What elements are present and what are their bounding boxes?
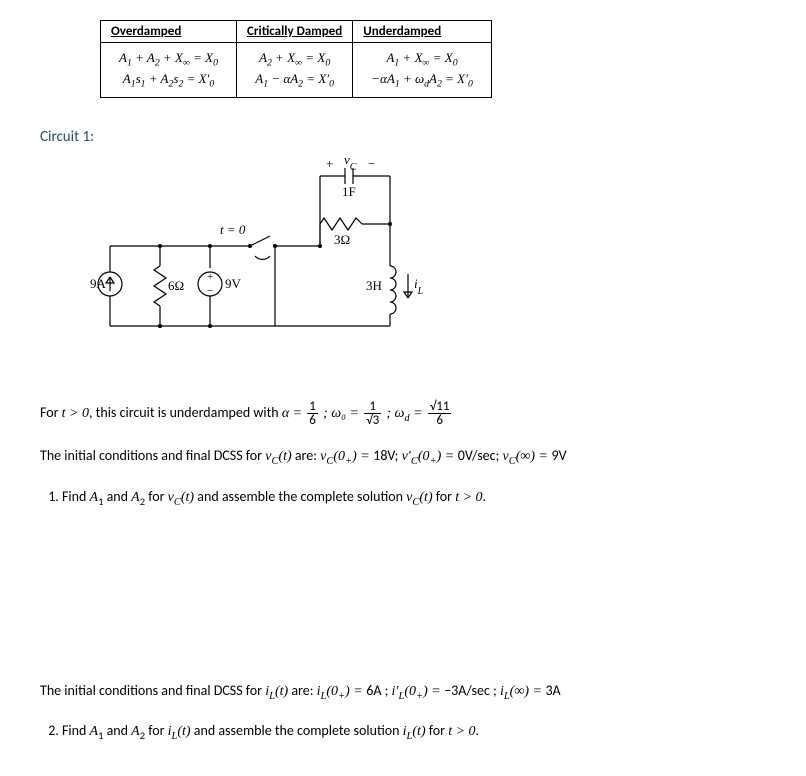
q1: Find A1 and A2 for vC(t) and assemble th… xyxy=(62,488,766,508)
circuit-diagram: 9A 6Ω + − 9V t = 0 3Ω + vC − 1F 3H iL xyxy=(90,156,766,380)
paragraph-vc-ic: The initial conditions and final DCSS fo… xyxy=(40,445,766,470)
L-label: 3H xyxy=(366,278,382,293)
R1-label: 6Ω xyxy=(168,278,184,293)
iL-label: iL xyxy=(414,276,424,297)
col-underdamped: Underdamped xyxy=(353,21,492,43)
cell-underdamped: A1 + X∞ = X0 −αA1 + ωdA2 = X′0 xyxy=(353,43,492,98)
switch-label: t = 0 xyxy=(220,222,246,237)
cell-overdamped: A1 + A2 + X∞ = X0 A1s1 + A2s2 = X′0 xyxy=(101,43,237,98)
C-label: 1F xyxy=(342,184,356,199)
cell-critdamped: A2 + X∞ = X0 A1 − αA2 = X′0 xyxy=(237,43,353,98)
current-source-label: 9A xyxy=(90,276,107,291)
damping-table: Overdamped Critically Damped Underdamped… xyxy=(100,20,492,98)
question-list-2: Find A1 and A2 for iL(t) and assemble th… xyxy=(40,722,766,742)
col-overdamped: Overdamped xyxy=(101,21,237,43)
paragraph-underdamped: For t > 0, this circuit is underdamped w… xyxy=(40,400,766,427)
vc-label: vC xyxy=(344,156,357,173)
Vsrc-label: 9V xyxy=(225,276,242,291)
section-title: Circuit 1: xyxy=(40,128,766,146)
R2-label: 3Ω xyxy=(334,232,350,247)
paragraph-il-ic: The initial conditions and final DCSS fo… xyxy=(40,680,766,705)
q2: Find A1 and A2 for iL(t) and assemble th… xyxy=(62,722,766,742)
vc-plus: + xyxy=(326,156,333,171)
vc-minus: − xyxy=(368,156,375,171)
question-list-1: Find A1 and A2 for vC(t) and assemble th… xyxy=(40,488,766,508)
col-critdamped: Critically Damped xyxy=(237,21,353,43)
svg-text:−: − xyxy=(207,285,213,297)
svg-text:+: + xyxy=(207,271,213,283)
